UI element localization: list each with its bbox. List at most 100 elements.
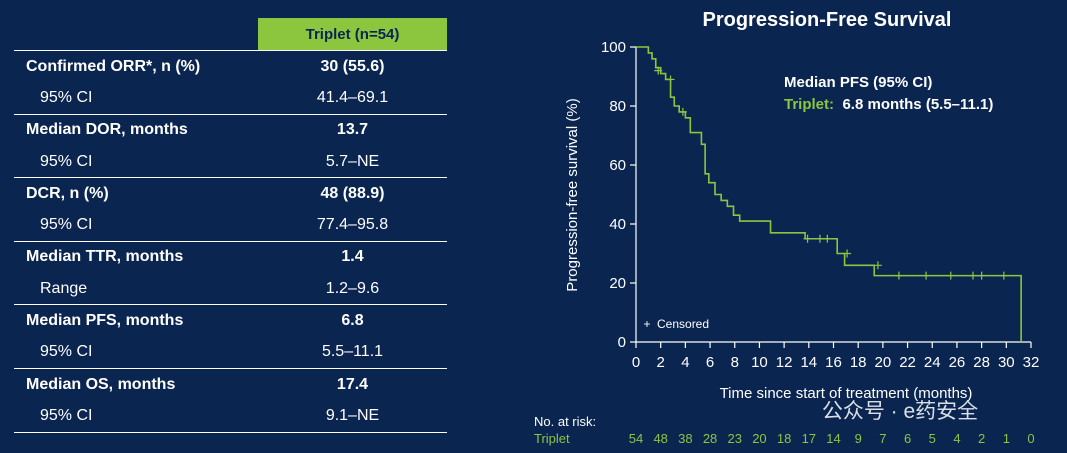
table-row: Median PFS, months 6.8 <box>14 305 447 336</box>
x-tick-label: 14 <box>800 354 817 371</box>
x-tick-label: 22 <box>899 354 916 371</box>
x-tick-label: 16 <box>825 354 842 371</box>
censored-mark <box>999 271 1008 280</box>
watermark: 公众号 · e药安全 <box>822 400 978 423</box>
x-tick-label: 24 <box>924 354 941 371</box>
table-row: 95% CI 5.7–NE <box>14 146 447 179</box>
row-label: Median PFS, months <box>26 312 184 330</box>
row-value: 5.5–11.1 <box>321 343 384 361</box>
y-tick-label: 0 <box>618 334 626 351</box>
row-label: Confirmed ORR*, n (%) <box>26 57 201 75</box>
at-risk-count: 2 <box>978 431 985 446</box>
x-tick-label: 4 <box>681 354 689 371</box>
at-risk-count: 20 <box>752 431 766 446</box>
table-row: 95% CI 77.4–95.8 <box>14 209 447 242</box>
row-value: 17.4 <box>336 375 369 393</box>
at-risk-count: 0 <box>1027 431 1034 446</box>
x-tick-label: 12 <box>776 354 793 371</box>
x-tick-label: 10 <box>751 354 768 371</box>
y-tick-label: 40 <box>609 216 626 233</box>
row-label: DCR, n (%) <box>26 184 109 202</box>
censored-mark <box>894 271 903 280</box>
row-label: Median OS, months <box>26 375 176 393</box>
km-curve <box>636 46 1022 342</box>
table-row: Median DOR, months 13.7 <box>14 115 447 146</box>
censored-mark <box>873 261 882 270</box>
censored-legend-symbol: + <box>643 317 650 331</box>
row-value: 41.4–69.1 <box>316 88 389 106</box>
row-label: 95% CI <box>40 152 93 170</box>
at-risk-count: 18 <box>777 431 791 446</box>
median-pfs-line: Triplet: 6.8 months (5.5–11.1) <box>784 96 993 113</box>
at-risk-count: 38 <box>678 431 692 446</box>
pfs-chart-svg: Progression-Free Survival Progression-fr… <box>534 9 1039 446</box>
censored-mark <box>946 271 955 280</box>
at-risk-count: 48 <box>653 431 667 446</box>
x-tick-label: 0 <box>632 354 640 371</box>
at-risk-count: 4 <box>953 431 960 446</box>
at-risk-count: 54 <box>629 431 643 446</box>
median-pfs-value: 6.8 months (5.5–11.1) <box>842 96 993 113</box>
table-row: DCR, n (%) 48 (88.9) <box>14 178 447 209</box>
pfs-step-line <box>636 46 1022 342</box>
table-row: 95% CI 5.5–11.1 <box>14 337 447 369</box>
at-risk-count: 1 <box>1003 431 1010 446</box>
at-risk-count: 5 <box>929 431 936 446</box>
at-risk-count: 23 <box>728 431 742 446</box>
y-tick-label: 100 <box>601 39 626 56</box>
censored-mark <box>977 271 986 280</box>
table-row: Median TTR, months 1.4 <box>14 242 447 273</box>
censored-mark <box>654 66 663 75</box>
censored-mark <box>823 234 832 243</box>
table-row: Median OS, months 17.4 <box>14 369 447 400</box>
table-body: Confirmed ORR*, n (%) 30 (55.6) 95% CI 41.4… <box>14 51 447 433</box>
row-label: 95% CI <box>40 216 93 234</box>
censored-mark <box>815 234 824 243</box>
table-row: 95% CI 41.4–69.1 <box>14 82 447 115</box>
at-risk-label: Triplet <box>534 431 570 446</box>
x-tick-label: 2 <box>657 354 665 371</box>
censored-legend: + Censored <box>643 317 709 331</box>
row-value: 9.1–NE <box>325 406 380 424</box>
median-pfs-heading: Median PFS (95% CI) <box>784 74 932 91</box>
results-table: Triplet (n=54) Confirmed ORR*, n (%) 30 (… <box>14 18 447 433</box>
at-risk-count: 17 <box>802 431 816 446</box>
x-tick-label: 18 <box>850 354 867 371</box>
censored-mark <box>803 234 812 243</box>
x-tick-label: 6 <box>706 354 714 371</box>
y-axis-label: Progression-free survival (%) <box>564 98 581 291</box>
at-risk-table: 54 48 38 28 23 20 18 17 14 9 7 6 5 4 2 1 0 <box>629 431 1035 446</box>
at-risk-count: 14 <box>826 431 840 446</box>
row-label: Median TTR, months <box>26 248 184 266</box>
median-pfs-series-label: Triplet: <box>784 96 834 113</box>
x-tick-label: 32 <box>1023 354 1040 371</box>
censored-mark <box>922 271 931 280</box>
censored-mark <box>843 249 852 258</box>
row-label: 95% CI <box>40 406 93 424</box>
table-row: 95% CI 9.1–NE <box>14 400 447 433</box>
row-label: 95% CI <box>40 88 93 106</box>
x-tick-label: 30 <box>998 354 1015 371</box>
y-tick-label: 20 <box>609 275 626 292</box>
y-tick-label: 80 <box>609 98 626 115</box>
at-risk-count: 6 <box>904 431 911 446</box>
row-value: 5.7–NE <box>325 152 380 170</box>
pfs-chart: Progression-Free Survival Progression-fr… <box>520 0 1067 453</box>
at-risk-count: 28 <box>703 431 717 446</box>
at-risk-count: 9 <box>855 431 862 446</box>
censored-legend-label: Censored <box>657 317 709 331</box>
x-axis-label: Time since start of treatment (months) <box>720 385 973 402</box>
chart-title: Progression-Free Survival <box>703 9 952 31</box>
row-value: 13.7 <box>336 121 369 139</box>
row-value: 6.8 <box>341 312 364 330</box>
row-value: 30 (55.6) <box>320 57 385 75</box>
x-tick-label: 8 <box>731 354 739 371</box>
y-tick-label: 60 <box>609 157 626 174</box>
row-label: Median DOR, months <box>26 121 188 139</box>
x-tick-label: 28 <box>973 354 990 371</box>
column-header-triplet: Triplet (n=54) <box>258 18 447 50</box>
row-value: 77.4–95.8 <box>316 216 389 234</box>
x-tick-label: 26 <box>949 354 966 371</box>
row-value: 1.2–9.6 <box>325 279 380 297</box>
